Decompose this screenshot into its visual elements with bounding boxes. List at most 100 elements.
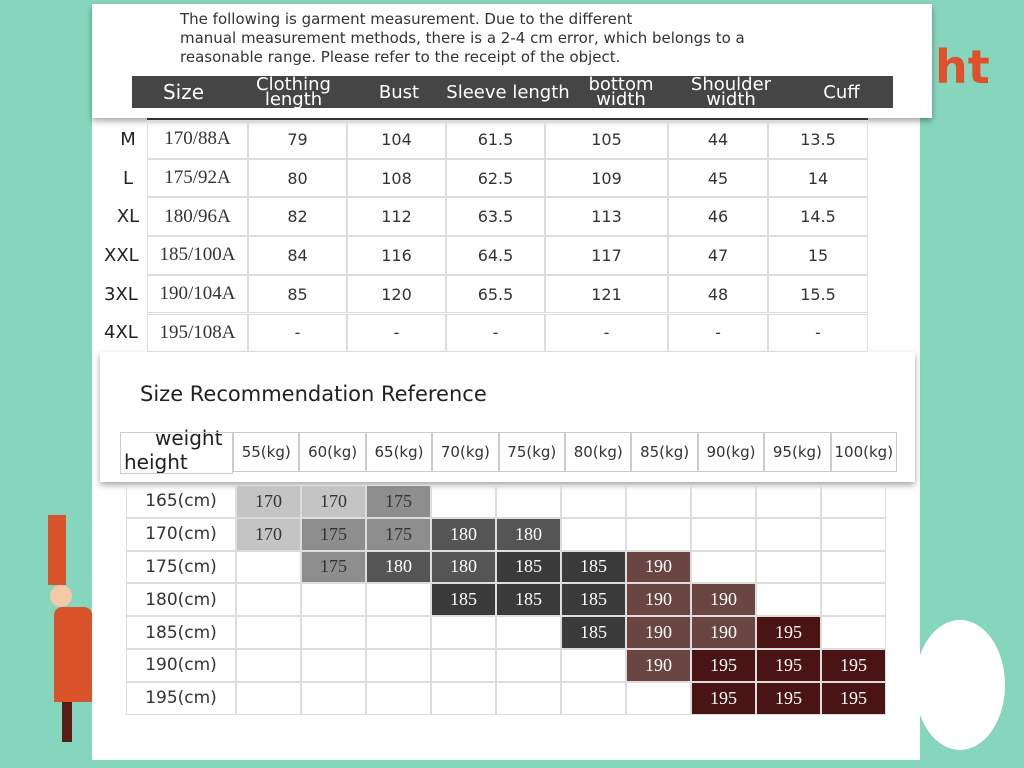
height-label: 175(cm) [126, 550, 236, 584]
table-cell: 14.5 [768, 197, 868, 237]
table-cell: 121 [545, 274, 668, 314]
size-cell: 195 [756, 681, 821, 715]
table-cell: 48 [668, 274, 768, 314]
table-cell: 82 [248, 197, 347, 237]
weight-header: 70(kg) [432, 432, 499, 472]
size-cell: 195 [756, 616, 821, 649]
table-cell: 14 [768, 158, 868, 198]
empty-cell [626, 485, 691, 518]
empty-cell [821, 517, 886, 551]
height-label: 185(cm) [126, 616, 236, 649]
weight-header: 95(kg) [764, 432, 831, 472]
weight-header: 60(kg) [299, 432, 366, 472]
table-cell: 116 [347, 236, 446, 275]
row-label: XXL [104, 244, 139, 266]
size-cell: 195 [821, 649, 886, 682]
empty-cell [561, 681, 626, 715]
empty-cell [561, 485, 626, 518]
empty-cell [756, 485, 821, 518]
table-rule [147, 118, 868, 121]
size-cell: 180 [431, 517, 496, 551]
column-header: Shoulder width [690, 74, 772, 110]
row-label: 4XL [104, 322, 138, 344]
empty-cell [496, 616, 561, 649]
rec-title: Size Recommendation Reference [140, 382, 487, 406]
column-header: Cuff [823, 81, 860, 103]
table-cell: - [248, 313, 347, 353]
empty-cell [431, 649, 496, 682]
table-cell: 15 [768, 236, 868, 275]
blob-decor [915, 620, 1005, 750]
table-cell: - [347, 313, 446, 353]
size-cell: 185 [561, 550, 626, 584]
empty-cell [301, 649, 366, 682]
table-cell: 44 [668, 120, 768, 159]
column-header: bottom width [588, 74, 654, 110]
table-cell: 170/88A [147, 120, 248, 159]
height-label: 190(cm) [126, 649, 236, 682]
size-cell: 190 [626, 649, 691, 682]
table-cell: 79 [248, 120, 347, 159]
note-line: manual measurement methods, there is a 2… [180, 29, 745, 47]
height-label: 170(cm) [126, 517, 236, 551]
empty-cell [301, 616, 366, 649]
table-cell: 195/108A [147, 313, 248, 353]
empty-cell [366, 681, 431, 715]
empty-cell [821, 550, 886, 584]
empty-cell [366, 583, 431, 617]
empty-cell [691, 550, 756, 584]
size-cell: 190 [626, 616, 691, 649]
size-cell: 190 [691, 583, 756, 617]
size-cell: 185 [561, 583, 626, 617]
size-cell: 170 [236, 485, 301, 518]
table-cell: 84 [248, 236, 347, 275]
height-label: 165(cm) [126, 485, 236, 518]
height-label: 195(cm) [126, 681, 236, 715]
empty-cell [431, 485, 496, 518]
table-cell: 15.5 [768, 274, 868, 314]
table-cell: 13.5 [768, 120, 868, 159]
size-cell: 175 [366, 485, 431, 518]
table-cell: 109 [545, 158, 668, 198]
empty-cell [496, 681, 561, 715]
corner-weight: weight [155, 426, 223, 450]
size-cell: 190 [691, 616, 756, 649]
table-cell: - [668, 313, 768, 353]
empty-cell [691, 517, 756, 551]
header-bar [132, 76, 893, 108]
size-cell: 170 [236, 517, 301, 551]
empty-cell [236, 649, 301, 682]
size-cell: 185 [496, 550, 561, 584]
empty-cell [236, 583, 301, 617]
size-cell: 195 [691, 681, 756, 715]
table-cell: 45 [668, 158, 768, 198]
empty-cell [756, 550, 821, 584]
table-cell: 175/92A [147, 158, 248, 198]
column-header: Bust [378, 81, 420, 103]
table-cell: 46 [668, 197, 768, 237]
table-cell: 117 [545, 236, 668, 275]
table-cell: - [768, 313, 868, 353]
size-cell: 170 [301, 485, 366, 518]
empty-cell [756, 517, 821, 551]
table-cell: 64.5 [446, 236, 545, 275]
note-line: reasonable range. Please refer to the re… [180, 48, 621, 66]
empty-cell [496, 649, 561, 682]
column-header: Size [162, 79, 205, 104]
empty-cell [496, 485, 561, 518]
table-cell: - [446, 313, 545, 353]
height-label: 180(cm) [126, 583, 236, 617]
recommend-box [100, 352, 915, 482]
weight-header: 100(kg) [830, 432, 897, 472]
size-cell: 190 [626, 550, 691, 584]
weight-header: 65(kg) [365, 432, 433, 472]
empty-cell [821, 583, 886, 617]
size-cell: 175 [301, 517, 366, 551]
table-cell: - [545, 313, 668, 353]
size-cell: 195 [821, 681, 886, 715]
empty-cell [431, 616, 496, 649]
empty-cell [561, 517, 626, 551]
empty-cell [366, 616, 431, 649]
table-cell: 104 [347, 120, 446, 159]
table-cell: 63.5 [446, 197, 545, 237]
